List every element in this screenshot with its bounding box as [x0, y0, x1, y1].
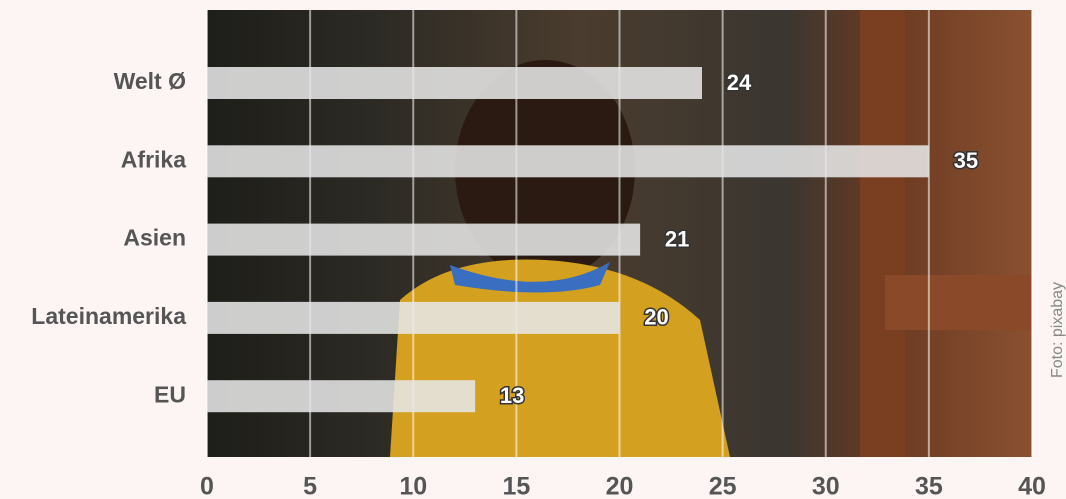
bar — [207, 223, 641, 256]
value-label: 13 — [500, 383, 524, 408]
bar — [207, 380, 476, 413]
photo-credit: Foto: pixabay — [1049, 282, 1066, 378]
y-tick-label: Asien — [123, 225, 186, 251]
value-label: 35 — [954, 148, 978, 173]
x-tick-label: 30 — [812, 473, 840, 499]
y-tick-label: Lateinamerika — [31, 303, 186, 329]
value-label: 24 — [727, 70, 752, 95]
y-tick-label: Welt Ø — [114, 68, 186, 94]
bar — [207, 145, 929, 178]
x-tick-label: 25 — [709, 473, 737, 499]
x-tick-label: 40 — [1018, 473, 1046, 499]
x-tick-label: 0 — [200, 473, 214, 499]
bar — [207, 67, 702, 99]
y-tick-label: Afrika — [121, 146, 186, 172]
y-tick-label: EU — [154, 381, 186, 407]
x-tick-label: 15 — [502, 473, 530, 499]
x-tick-label: 10 — [399, 473, 427, 499]
value-label: 20 — [644, 305, 668, 330]
value-label: 21 — [665, 226, 689, 251]
bar — [207, 301, 620, 334]
x-tick-label: 5 — [303, 473, 317, 499]
x-tick-label: 35 — [915, 473, 943, 499]
x-tick-label: 20 — [606, 473, 634, 499]
